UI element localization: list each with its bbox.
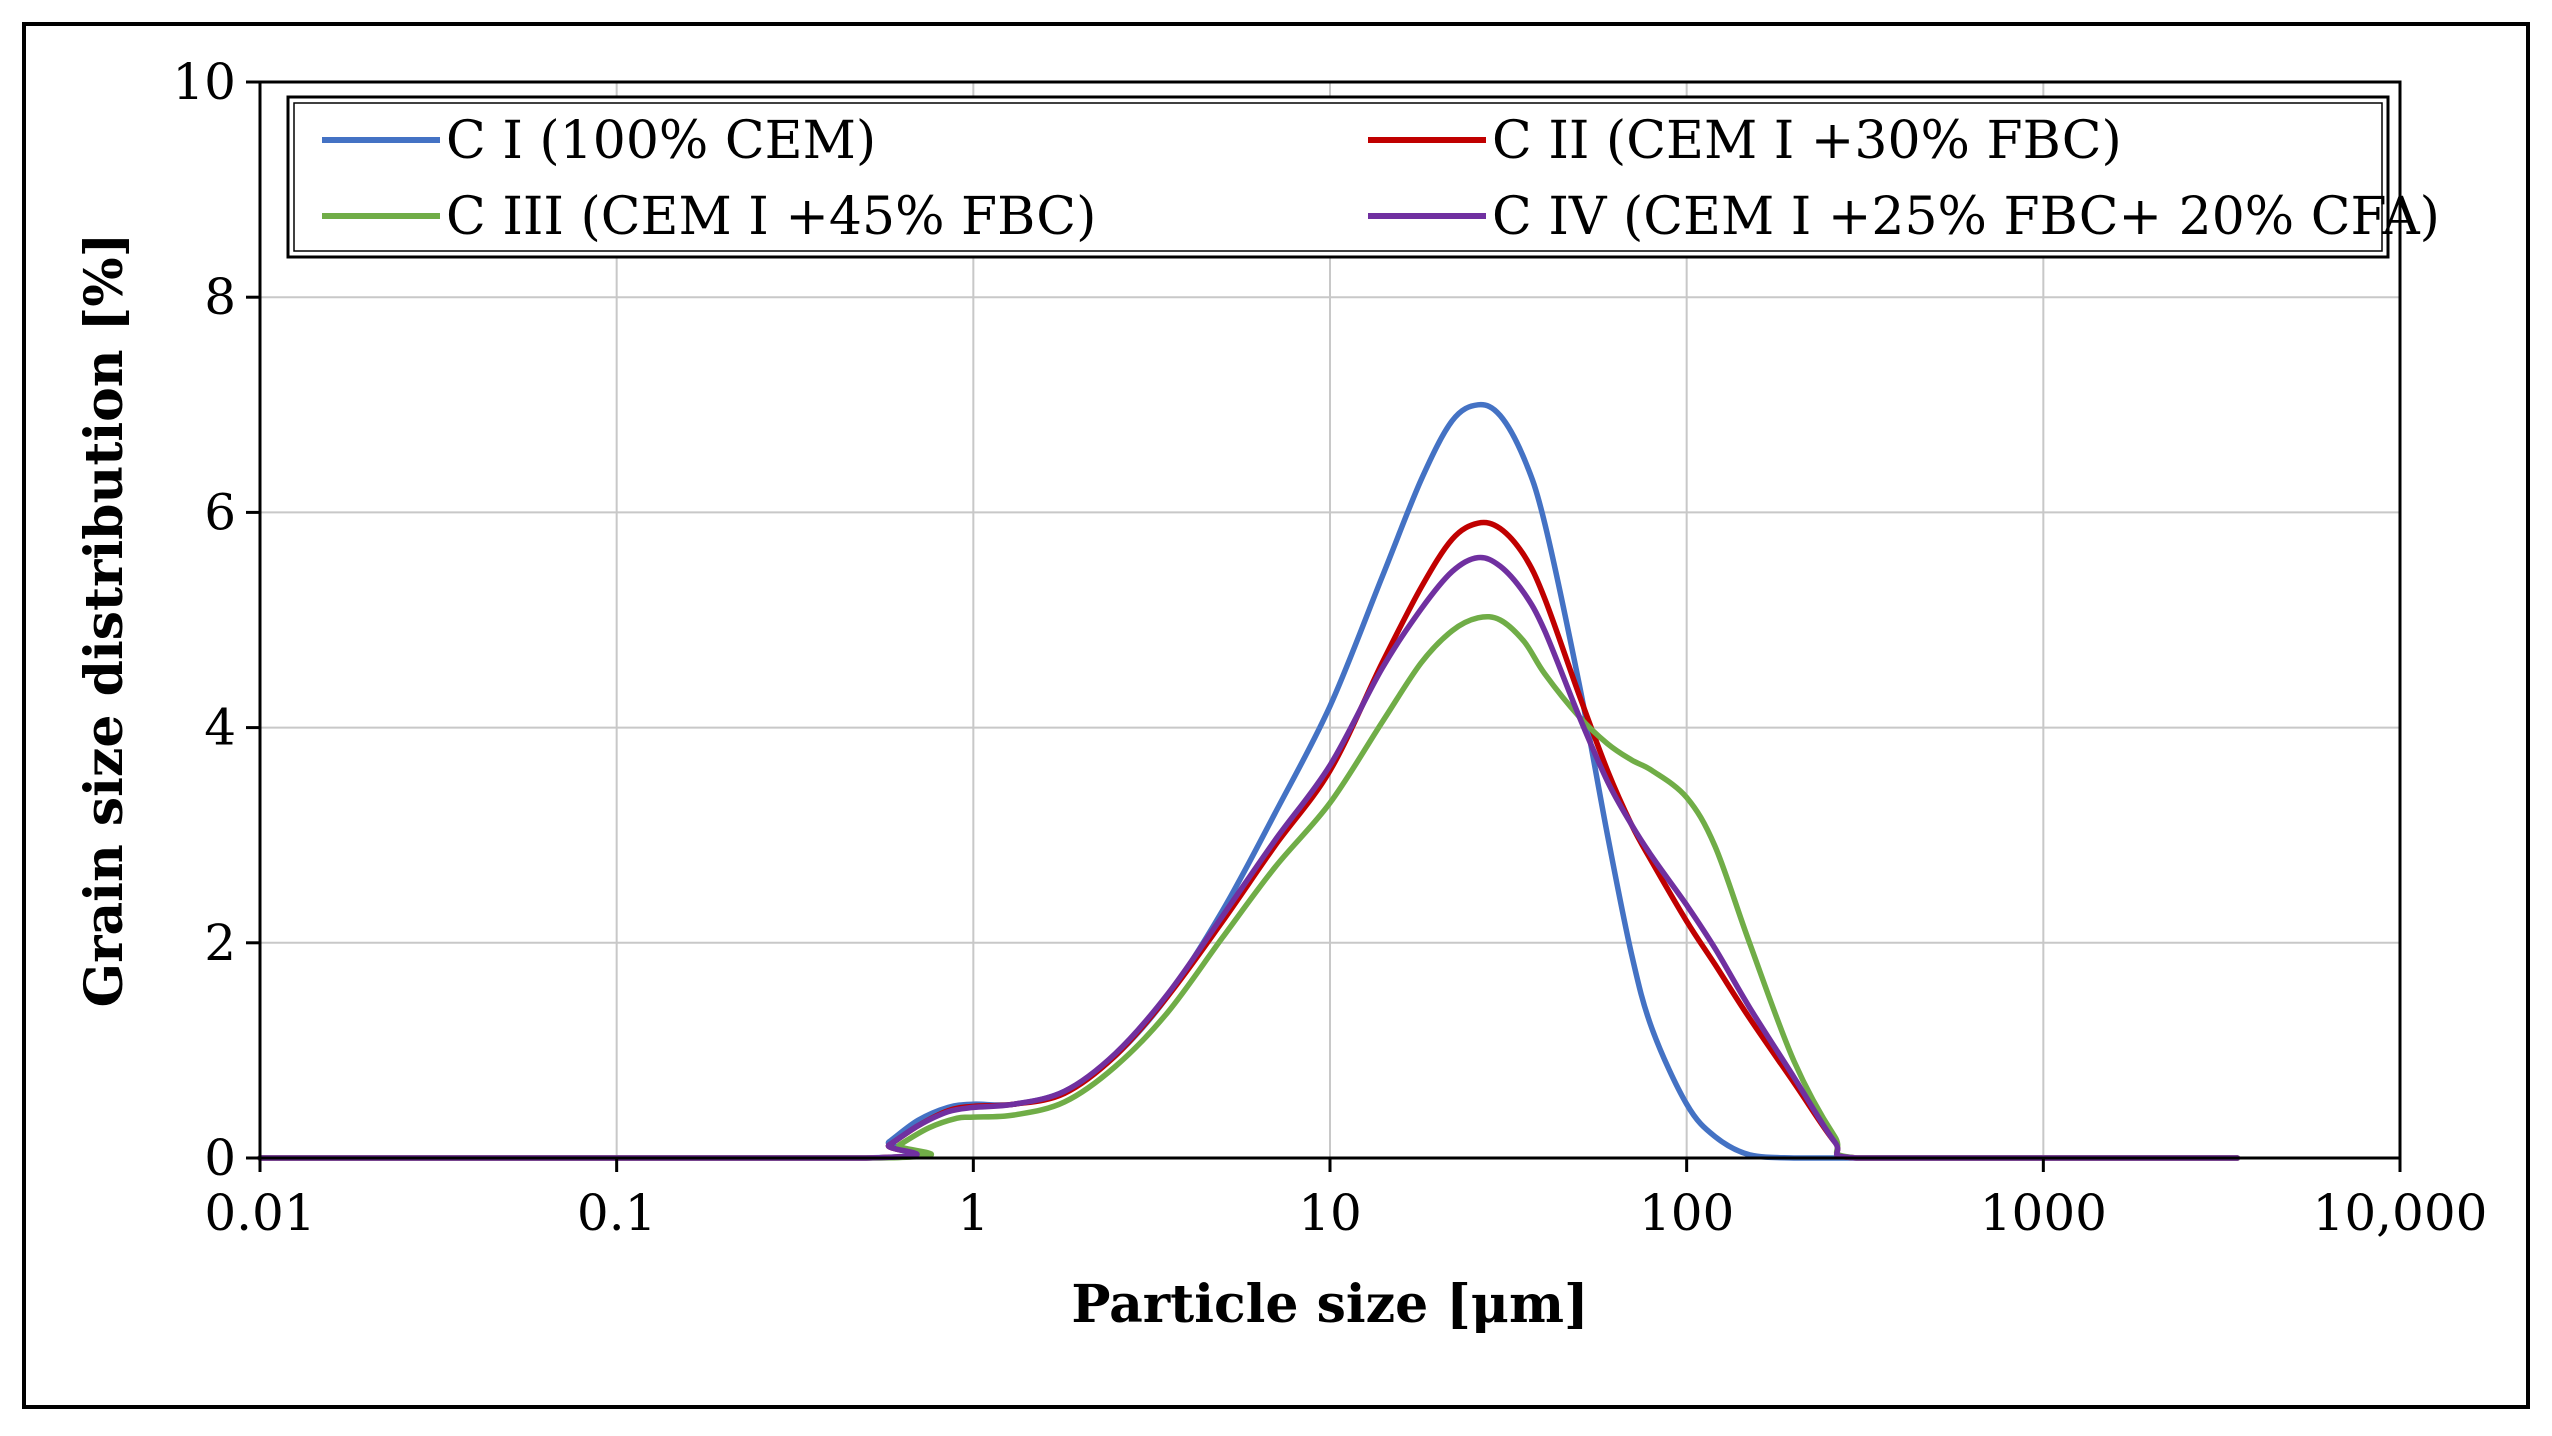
legend-label-2: C II (CEM I +30% FBC) xyxy=(1492,111,2122,171)
x-tick-label: 1 xyxy=(957,1184,989,1242)
y-tick-label: 2 xyxy=(204,914,236,972)
series-line-4 xyxy=(257,554,2241,1161)
y-tick-label: 8 xyxy=(204,268,236,326)
series-line-3 xyxy=(257,613,2241,1161)
legend-label-3: C III (CEM I +45% FBC) xyxy=(446,187,1096,247)
x-tick-label: 0.01 xyxy=(204,1184,315,1242)
y-tick-label: 10 xyxy=(172,53,236,111)
x-tick-label: 0.1 xyxy=(577,1184,657,1242)
x-tick-label: 100 xyxy=(1639,1184,1734,1242)
legend-label-4: C IV (CEM I +25% FBC+ 20% CFA) xyxy=(1492,187,2440,247)
y-tick-label: 4 xyxy=(204,699,236,757)
series-layer xyxy=(257,401,2241,1161)
legend: C I (100% CEM) C II (CEM I +30% FBC) C III… xyxy=(286,95,2440,259)
y-tick-label: 6 xyxy=(204,483,236,541)
y-axis-title: Grain size distribution [%] xyxy=(74,233,135,1008)
x-axis-title: Particle size [μm] xyxy=(1071,1274,1588,1335)
x-tick-label: 10,000 xyxy=(2313,1184,2488,1242)
ticks: 0 2 4 6 8 10 0.01 0.1 1 10 100 1000 10,000 xyxy=(172,53,2487,1242)
legend-box xyxy=(286,95,2390,259)
y-tick-label: 0 xyxy=(204,1129,236,1187)
x-tick-label: 10 xyxy=(1298,1184,1362,1242)
legend-label-1: C I (100% CEM) xyxy=(446,111,876,171)
legend-box-inner xyxy=(293,102,2383,252)
series-line-1 xyxy=(257,401,2241,1161)
x-tick-label: 1000 xyxy=(1980,1184,2107,1242)
grid xyxy=(260,82,2400,1158)
